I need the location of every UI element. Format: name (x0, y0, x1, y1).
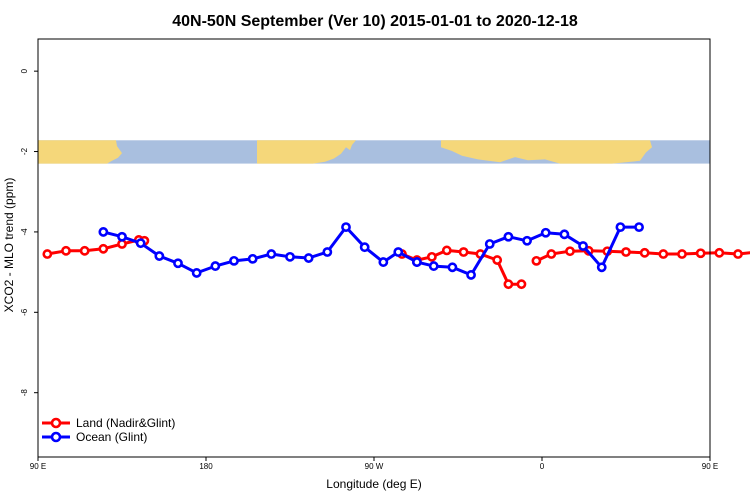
data-point (503, 231, 514, 242)
data-point (733, 249, 743, 259)
data-point (441, 245, 452, 256)
landmass-1 (38, 140, 122, 164)
legend-label: Ocean (Glint) (76, 430, 147, 444)
y-tick-label: -4 (20, 228, 29, 236)
series-land (42, 235, 750, 290)
data-point (522, 235, 532, 246)
data-point (492, 255, 503, 265)
data-point (285, 251, 295, 262)
data-point (658, 249, 669, 259)
data-point (98, 227, 109, 237)
data-point (303, 253, 314, 263)
data-point (546, 249, 557, 259)
data-point (117, 231, 127, 242)
data-point (639, 247, 650, 258)
data-point (247, 253, 258, 264)
data-point (615, 222, 626, 232)
legend-marker (50, 431, 62, 443)
series-layer (42, 222, 750, 290)
data-point (191, 268, 202, 278)
data-point (79, 245, 90, 256)
data-point (559, 229, 570, 240)
data-point (677, 249, 687, 259)
data-point (503, 279, 514, 290)
y-axis-label: XCO2 - MLO trend (ppm) (2, 178, 16, 313)
data-point (135, 238, 146, 249)
x-tick-label: 0 (540, 462, 545, 471)
legend-marker (50, 417, 62, 429)
data-point (428, 261, 439, 271)
series-ocean (98, 222, 644, 280)
data-point (322, 247, 333, 257)
data-point (466, 270, 476, 280)
x-tick-label: 90 E (702, 462, 718, 471)
data-point (484, 239, 495, 249)
data-point (578, 241, 588, 251)
data-point (531, 255, 542, 266)
y-tick-label: -8 (20, 389, 29, 397)
y-tick-label: -2 (20, 147, 29, 155)
x-axis: 90 E 180 90 W 0 90 E (30, 457, 718, 471)
data-point (98, 243, 109, 254)
y-tick-label: 0 (20, 68, 29, 73)
data-point (596, 262, 607, 273)
data-point (393, 247, 404, 257)
chart-title: 40N-50N September (Ver 10) 2015-01-01 to… (172, 13, 578, 30)
data-point (266, 249, 277, 259)
data-point (447, 262, 458, 273)
x-tick-label: 180 (199, 462, 213, 471)
data-point (210, 261, 221, 271)
x-tick-label: 90 W (365, 462, 384, 471)
data-point (61, 245, 71, 256)
data-point (458, 247, 469, 257)
data-point (714, 247, 725, 258)
legend-label: Land (Nadir&Glint) (76, 416, 175, 430)
landmass-3 (441, 140, 652, 164)
landmass-2 (257, 140, 356, 164)
y-axis: 0 -2 -4 -6 -8 (20, 68, 38, 396)
data-point (173, 258, 183, 269)
world-map-strip (38, 140, 710, 164)
data-point (359, 242, 370, 253)
series-line-segment (102, 225, 418, 275)
data-point (516, 279, 527, 290)
data-point (621, 247, 631, 257)
data-point (154, 251, 165, 261)
data-point (412, 257, 422, 267)
x-tick-label: 90 E (30, 462, 46, 471)
data-point (540, 227, 551, 238)
data-point (426, 251, 437, 262)
data-point (695, 248, 706, 259)
legend: Land (Nadir&Glint)Ocean (Glint) (42, 416, 175, 444)
data-point (565, 246, 575, 257)
y-tick-label: -6 (20, 308, 29, 316)
x-axis-label: Longitude (deg E) (326, 477, 421, 491)
data-point (378, 257, 389, 267)
data-point (341, 222, 351, 232)
data-point (42, 249, 53, 259)
data-point (229, 255, 239, 266)
data-point (634, 222, 644, 232)
